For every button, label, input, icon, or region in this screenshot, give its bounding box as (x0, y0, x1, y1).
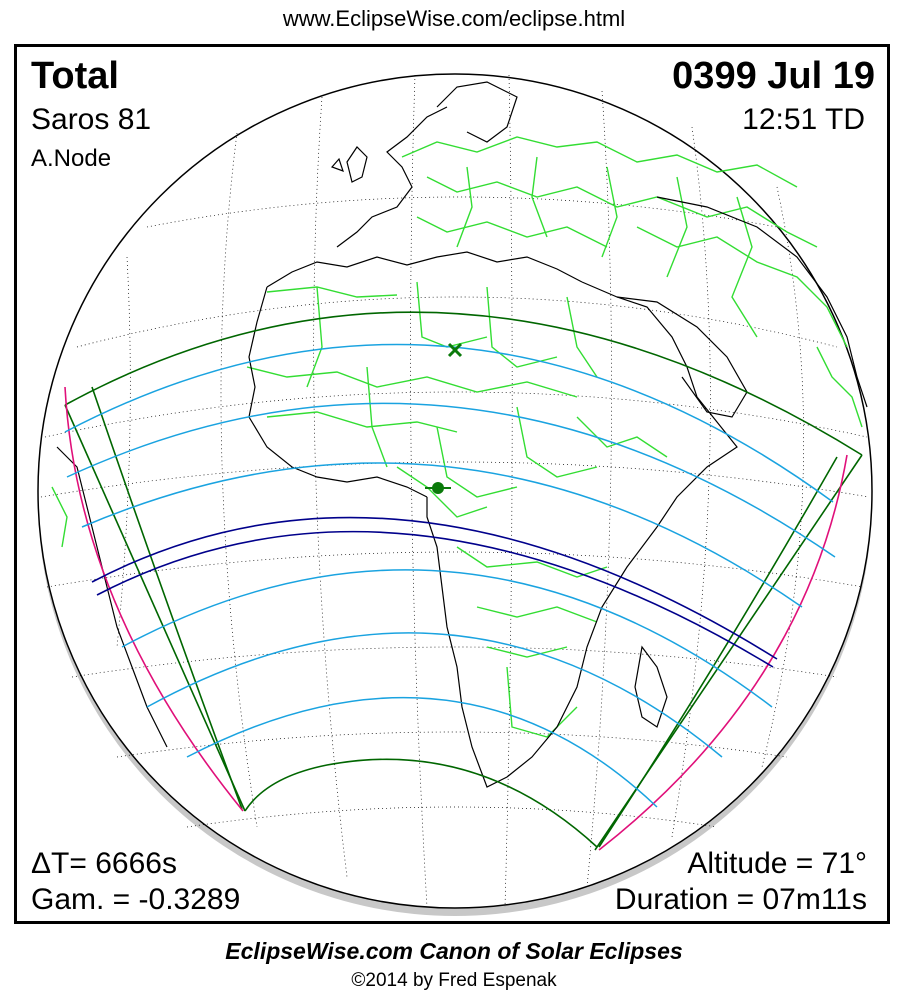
gamma: Gam. = -0.3289 (31, 883, 241, 916)
lunar-node: A.Node (31, 145, 112, 172)
globe-outline (37, 73, 873, 909)
penumbra-limits (64, 311, 863, 851)
country-borders (51, 136, 863, 738)
canon-title: EclipseWise.com Canon of Solar Eclipses (225, 938, 683, 964)
greatest-eclipse-marker (447, 342, 463, 358)
central-duration: Duration = 07m11s (614, 883, 867, 916)
saros-number: Saros 81 (31, 103, 152, 136)
central-path (91, 516, 778, 668)
eclipse-type: Total (31, 55, 119, 97)
delta-t: ΔT= 6666s (31, 847, 177, 880)
greatest-duration-marker (425, 482, 451, 494)
globe-map (37, 73, 873, 916)
eclipse-date: 0399 Jul 19 (672, 55, 875, 97)
eclipse-map-panel: Total 0399 Jul 19 Saros 81 12:51 TD A.No… (14, 44, 890, 924)
source-url[interactable]: www.EclipseWise.com/eclipse.html (282, 6, 626, 31)
copyright: ©2014 by Fred Espenak (351, 970, 557, 991)
sun-altitude: Altitude = 71° (687, 847, 867, 880)
eclipse-time: 12:51 TD (742, 103, 865, 136)
